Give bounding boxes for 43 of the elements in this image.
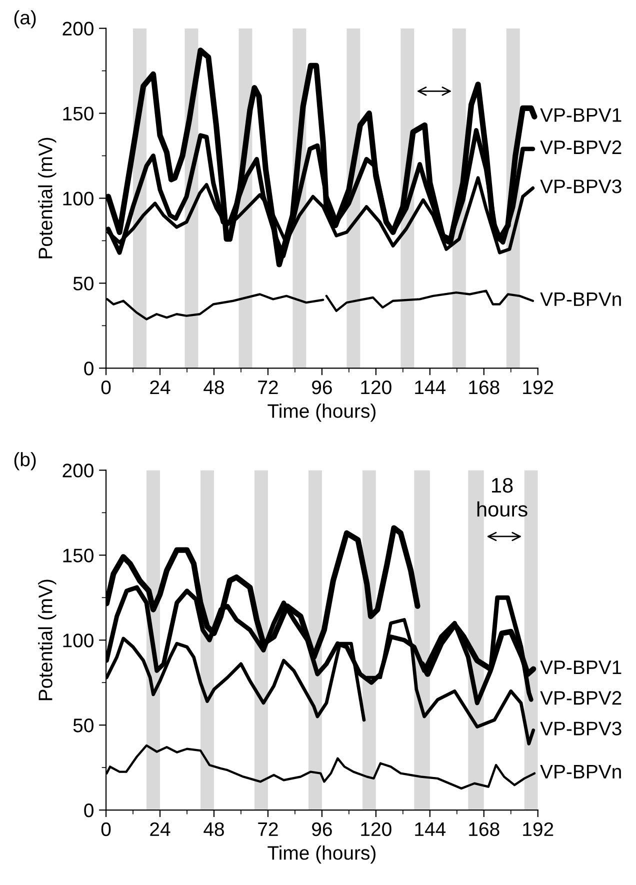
- x-tick-label: 96: [312, 822, 332, 836]
- x-tick-label: 120: [361, 380, 392, 394]
- x-tick-label: 96: [312, 380, 332, 394]
- x-axis-title: Time (hours): [268, 846, 376, 864]
- x-tick-label: 24: [150, 822, 170, 836]
- y-axis-title: Potential (mV): [38, 580, 56, 700]
- y-tick-label: 150: [63, 106, 94, 121]
- y-axis-title: Potential (mV): [38, 138, 56, 258]
- x-tick-label: 48: [204, 822, 224, 836]
- x-tick-label: 0: [101, 822, 111, 836]
- y-tick-label: 50: [73, 718, 94, 732]
- y-tick-label: 0: [84, 362, 94, 376]
- y-tick-label: 200: [62, 464, 94, 478]
- y-tick-label: 0: [84, 804, 94, 818]
- x-tick-label: 120: [361, 822, 392, 836]
- x-tick-label: 24: [150, 380, 170, 394]
- x-tick-label: 0: [101, 380, 111, 394]
- series-label: VP-BPV3: [540, 722, 622, 736]
- annotation: 18 hours: [477, 478, 528, 517]
- series-label: VP-BPV2: [540, 691, 622, 705]
- x-tick-label: 168: [469, 822, 500, 836]
- x-tick-label: 168: [469, 380, 500, 394]
- x-tick-label: 192: [523, 380, 554, 394]
- x-tick-label: 72: [258, 822, 278, 836]
- y-tick-label: 100: [63, 634, 94, 648]
- series-label: VP-BPVn: [540, 292, 621, 306]
- series-label: VP-BPV3: [540, 179, 622, 194]
- series-label: VP-BPVn: [540, 764, 621, 778]
- chart-title: (b): [14, 452, 36, 470]
- chart-title: (a): [14, 10, 36, 28]
- x-axis-title: Time (hours): [268, 404, 376, 422]
- y-tick-label: 50: [73, 276, 94, 290]
- x-tick-label: 144: [415, 822, 446, 836]
- x-tick-label: 144: [415, 380, 446, 394]
- series-label: VP-BPV1: [540, 108, 622, 122]
- x-tick-label: 48: [204, 380, 224, 394]
- x-tick-label: 192: [523, 822, 554, 836]
- series-label: VP-BPV2: [540, 140, 622, 154]
- y-tick-label: 150: [63, 548, 94, 562]
- series-label: VP-BPV1: [540, 660, 622, 674]
- x-tick-label: 72: [258, 380, 278, 394]
- y-tick-label: 100: [63, 192, 94, 206]
- y-tick-label: 200: [62, 22, 94, 36]
